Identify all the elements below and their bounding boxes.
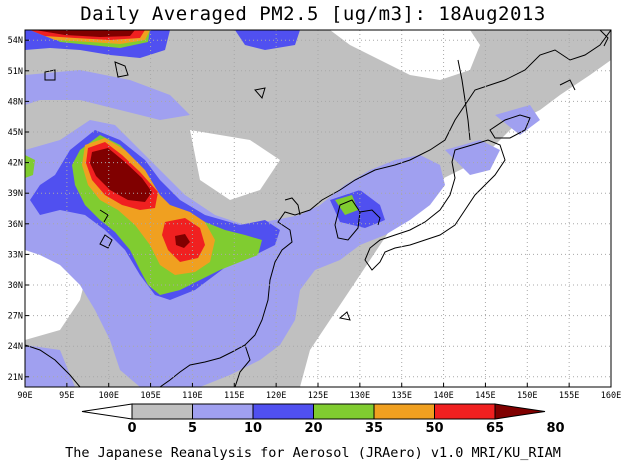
colorbar-low-end	[81, 403, 133, 420]
lon-tick-label: 145E	[475, 391, 495, 401]
lon-tick-label: 130E	[350, 391, 370, 401]
colorbar-level-label: 0	[127, 421, 136, 436]
lon-tick-label: 115E	[224, 391, 244, 401]
colorbar-box	[434, 403, 496, 420]
lon-tick-label: 95E	[59, 391, 74, 401]
map-title: Daily Averaged PM2.5 [ug/m3]: 18Aug2013	[80, 3, 546, 25]
lat-tick-label: 42N	[8, 159, 23, 169]
colorbar-level-label: 10	[244, 421, 262, 436]
lon-tick-label: 90E	[17, 391, 32, 401]
lat-tick-label: 48N	[8, 97, 23, 107]
lat-tick-label: 21N	[8, 373, 23, 383]
colorbar-level-label: 20	[304, 421, 322, 436]
lat-tick-label: 39N	[8, 189, 23, 199]
colorbar-box	[131, 403, 193, 420]
lat-tick-label: 45N	[8, 128, 23, 138]
colorbar-level-label: 65	[486, 421, 504, 436]
colorbar-level-label: 5	[188, 421, 197, 436]
coastlines	[25, 30, 611, 387]
lon-tick-label: 155E	[559, 391, 579, 401]
lon-tick-label: 110E	[182, 391, 202, 401]
grid-lines	[25, 30, 611, 387]
lat-tick-label: 51N	[8, 67, 23, 77]
colorbar-level-label: 80	[546, 421, 564, 436]
lon-tick-label: 135E	[391, 391, 411, 401]
lat-tick-label: 27N	[8, 312, 23, 322]
lon-tick-label: 105E	[140, 391, 160, 401]
lon-tick-label: 100E	[98, 391, 118, 401]
colorbar-box	[373, 403, 435, 420]
lon-tick-label: 125E	[308, 391, 328, 401]
region-above-80	[90, 148, 152, 202]
lon-tick-label: 160E	[601, 391, 621, 401]
colorbar-high-end	[494, 403, 546, 420]
colorbar-box	[313, 403, 375, 420]
colorbar-level-label: 35	[365, 421, 383, 436]
lat-tick-label: 33N	[8, 250, 23, 260]
lat-tick-label: 24N	[8, 342, 23, 352]
concentration-field	[25, 30, 611, 387]
lat-tick-label: 54N	[8, 36, 23, 46]
lon-tick-label: 120E	[266, 391, 286, 401]
lat-tick-label: 36N	[8, 220, 23, 230]
longitude-ticks: 90E 95E 100E 105E 110E 115E 120E 125E 130E 135E 14…	[17, 383, 621, 401]
lat-tick-label: 30N	[8, 281, 23, 291]
colorbar-box	[252, 403, 314, 420]
colorbar-box	[192, 403, 254, 420]
latitude-ticks: 54N 51N 48N 45N 42N 39N 36N 33N 30N 27N 24N 21N	[8, 36, 29, 383]
colorbar: 0 5 10 20 35 50 65 80	[81, 403, 565, 436]
lon-tick-label: 150E	[517, 391, 537, 401]
colorbar-level-label: 50	[425, 421, 443, 436]
lon-tick-label: 140E	[433, 391, 453, 401]
footer-credit: The Japanese Reanalysis for Aerosol (JRA…	[65, 445, 561, 461]
